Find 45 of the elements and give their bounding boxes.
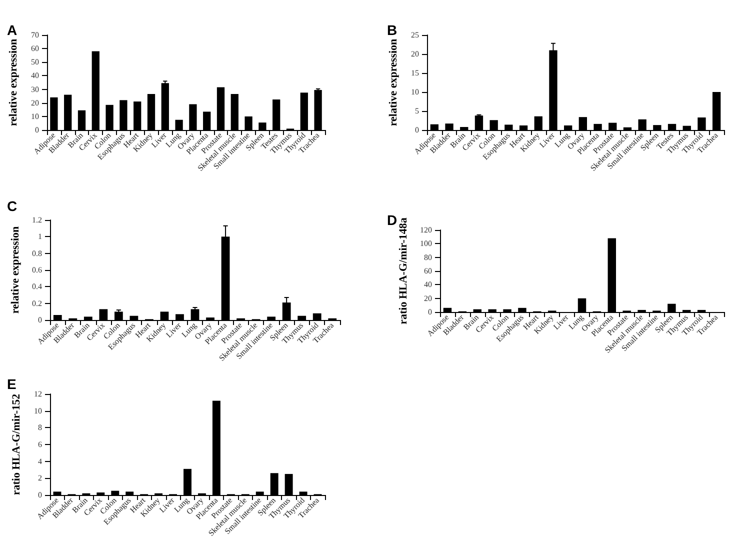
- y-tick-label: 120: [420, 226, 432, 234]
- y-tick-label: 50: [31, 58, 39, 67]
- y-axis-title: relative expression: [388, 38, 400, 126]
- y-tick-label: 5: [415, 106, 419, 116]
- y-tick-label: 10: [34, 406, 42, 416]
- y-tick-label: 0: [35, 126, 39, 134]
- y-tick-label: 4: [38, 456, 42, 466]
- y-axis-title: relative expression: [10, 226, 22, 314]
- y-tick-label: 2: [38, 474, 42, 483]
- y-tick-label: 6: [38, 440, 42, 449]
- y-tick-label: 40: [424, 280, 432, 290]
- y-axis-title: ratio HLA-G/mir-152: [10, 393, 22, 496]
- y-tick-label: 15: [411, 68, 419, 78]
- y-tick-label: 0.4: [32, 282, 42, 292]
- chart-title: E: [7, 376, 16, 392]
- y-tick-label: 8: [38, 423, 42, 432]
- y-tick-label: 0: [38, 316, 42, 324]
- y-tick-label: 80: [424, 252, 432, 262]
- y-tick-label: 1.2: [32, 216, 42, 224]
- chart-title: D: [387, 212, 398, 228]
- y-tick-label: 1: [38, 232, 42, 242]
- y-tick-label: 0.6: [32, 266, 42, 274]
- y-tick-label: 60: [424, 266, 432, 276]
- y-axis-title: relative expression: [8, 38, 20, 126]
- y-tick-label: 0: [415, 126, 419, 134]
- chart-title: B: [387, 22, 398, 38]
- y-tick-label: 60: [31, 44, 39, 54]
- y-tick-label: 20: [411, 50, 419, 58]
- y-tick-label: 10: [411, 88, 419, 96]
- y-tick-label: 100: [420, 239, 432, 248]
- y-tick-label: 0: [428, 308, 432, 316]
- y-tick-label: 20: [31, 98, 39, 108]
- y-axis-title: ratio HLA-G/mir-148a: [398, 217, 410, 324]
- y-tick-label: 0.8: [32, 248, 42, 258]
- y-tick-label: 30: [31, 84, 39, 94]
- y-tick-label: 0.2: [32, 298, 42, 308]
- y-tick-label: 0: [38, 490, 42, 500]
- y-tick-label: 20: [424, 294, 432, 303]
- y-tick-label: 25: [411, 30, 419, 40]
- chart-title: A: [7, 22, 18, 38]
- y-tick-label: 70: [31, 30, 39, 40]
- chart-title: C: [7, 198, 18, 214]
- y-tick-label: 10: [31, 112, 39, 121]
- y-tick-label: 40: [31, 71, 39, 80]
- y-tick-label: 12: [34, 390, 42, 398]
